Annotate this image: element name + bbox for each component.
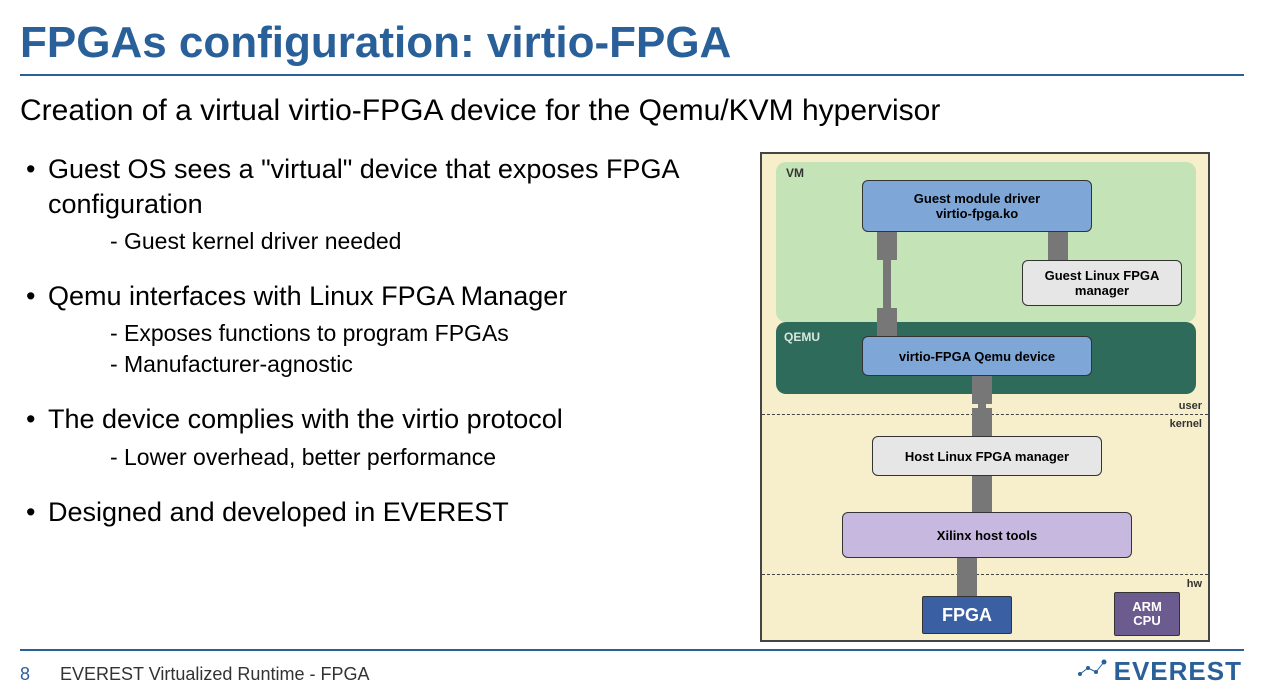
xilinx-node: Xilinx host tools: [842, 512, 1132, 558]
slide-subtitle: Creation of a virtual virtio-FPGA device…: [20, 94, 1244, 128]
arrow-guest-to-qemu: [877, 232, 897, 336]
architecture-diagram: VM QEMU Guest module driver virtio-fpga.…: [760, 152, 1210, 642]
everest-logo: EVEREST: [1074, 656, 1242, 687]
arm-cpu-node: ARM CPU: [1114, 592, 1180, 636]
bullet-text: Qemu interfaces with Linux FPGA Manager: [48, 281, 567, 311]
bullet-list: Guest OS sees a "virtual" device that ex…: [20, 152, 750, 530]
bullet-item: Guest OS sees a "virtual" device that ex…: [26, 152, 750, 257]
kernel-hw-divider: [762, 574, 1208, 575]
sub-list: Exposes functions to program FPGAs Manuf…: [48, 318, 750, 380]
arrow-host-to-xilinx: [972, 476, 992, 512]
page-number: 8: [20, 664, 30, 685]
guest-mgr-node: Guest Linux FPGA manager: [1022, 260, 1182, 306]
sub-item: Manufacturer-agnostic: [110, 349, 750, 380]
footer-divider: [20, 649, 1244, 651]
arrow-guest-to-mgr: [1048, 232, 1068, 260]
qemu-label: QEMU: [784, 330, 820, 344]
slide: FPGAs configuration: virtio-FPGA Creatio…: [0, 0, 1264, 695]
bullet-item: Designed and developed in EVEREST: [26, 495, 750, 530]
host-mgr-node: Host Linux FPGA manager: [872, 436, 1102, 476]
guest-driver-line1: Guest module driver: [914, 191, 1040, 206]
guest-driver-line2: virtio-fpga.ko: [936, 206, 1018, 221]
bullet-item: Qemu interfaces with Linux FPGA Manager …: [26, 279, 750, 380]
sub-item: Lower overhead, better performance: [110, 442, 750, 473]
footer-text: EVEREST Virtualized Runtime - FPGA: [60, 664, 369, 685]
bullet-text: Guest OS sees a "virtual" device that ex…: [48, 154, 678, 219]
bullet-item: The device complies with the virtio prot…: [26, 402, 750, 472]
user-label: user: [1179, 400, 1202, 412]
arrow-qemu-to-host: [972, 376, 992, 436]
slide-title: FPGAs configuration: virtio-FPGA: [20, 18, 1244, 76]
qemu-device-node: virtio-FPGA Qemu device: [862, 336, 1092, 376]
arrow-xilinx-to-fpga: [957, 558, 977, 596]
guest-driver-node: Guest module driver virtio-fpga.ko: [862, 180, 1092, 232]
content-row: Guest OS sees a "virtual" device that ex…: [20, 152, 1244, 642]
sub-list: Guest kernel driver needed: [48, 226, 750, 257]
sub-list: Lower overhead, better performance: [48, 442, 750, 473]
vm-label: VM: [786, 166, 804, 180]
footer: 8 EVEREST Virtualized Runtime - FPGA: [20, 664, 369, 685]
text-column: Guest OS sees a "virtual" device that ex…: [20, 152, 750, 642]
fpga-node: FPGA: [922, 596, 1012, 634]
bullet-text: Designed and developed in EVEREST: [48, 497, 509, 527]
hw-label: hw: [1187, 578, 1202, 590]
kernel-label: kernel: [1170, 418, 1202, 430]
bullet-text: The device complies with the virtio prot…: [48, 404, 563, 434]
sub-item: Exposes functions to program FPGAs: [110, 318, 750, 349]
logo-text: EVEREST: [1114, 656, 1242, 687]
logo-dots-icon: [1074, 656, 1110, 687]
sub-item: Guest kernel driver needed: [110, 226, 750, 257]
diagram-column: VM QEMU Guest module driver virtio-fpga.…: [750, 152, 1220, 642]
